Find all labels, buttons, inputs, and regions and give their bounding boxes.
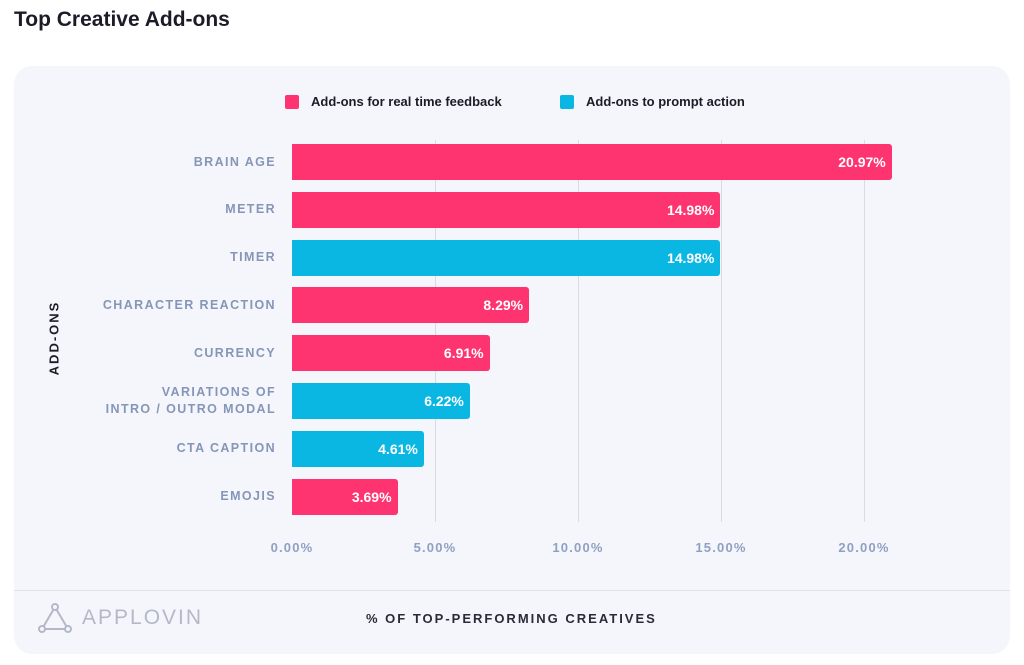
category-label: TIMER xyxy=(230,250,276,265)
bar-value-label: 6.91% xyxy=(443,345,484,362)
bar: 3.69% xyxy=(292,478,398,515)
gridline xyxy=(720,140,722,522)
bar: 20.97% xyxy=(292,144,892,180)
applovin-logo: APPLOVIN xyxy=(38,603,203,633)
footer-divider xyxy=(14,590,1010,591)
category-label: METER xyxy=(225,202,276,217)
category-label: BRAIN AGE xyxy=(193,154,276,169)
category-label: VARIATIONS OF INTRO / OUTRO MODAL xyxy=(105,385,276,416)
x-tick-label: 5.00% xyxy=(413,540,457,555)
bar-value-label: 14.98% xyxy=(666,249,715,266)
legend-label-feedback: Add-ons for real time feedback xyxy=(311,94,502,109)
gridline xyxy=(577,140,579,522)
bar: 6.22% xyxy=(292,383,470,419)
bar: 8.29% xyxy=(292,287,530,324)
category-label: CHARACTER REACTION xyxy=(102,297,276,312)
x-tick-label: 10.00% xyxy=(552,540,604,555)
legend-swatch-feedback xyxy=(285,94,299,109)
category-label: EMOJIS xyxy=(220,489,276,504)
legend-item-action: Add-ons to prompt action xyxy=(560,94,745,109)
category-label: CTA CAPTION xyxy=(176,441,276,456)
x-tick-label: 0.00% xyxy=(270,540,314,555)
bar-value-label: 4.61% xyxy=(378,440,418,457)
category-label: CURRENCY xyxy=(193,345,276,360)
x-tick-label: 15.00% xyxy=(695,540,747,555)
bar-value-label: 8.29% xyxy=(483,297,524,314)
bar: 4.61% xyxy=(292,430,424,467)
legend-item-feedback: Add-ons for real time feedback xyxy=(285,94,502,109)
bar-value-label: 14.98% xyxy=(666,201,715,218)
legend-label-action: Add-ons to prompt action xyxy=(586,94,745,109)
bar-value-label: 20.97% xyxy=(838,154,886,170)
gridline xyxy=(863,140,865,522)
bar: 14.98% xyxy=(292,191,721,228)
bar: 6.91% xyxy=(292,335,490,372)
page-title: Top Creative Add-ons xyxy=(14,8,230,31)
x-tick-label: 20.00% xyxy=(838,540,890,555)
applovin-logo-text: APPLOVIN xyxy=(82,606,204,629)
gridline xyxy=(434,140,436,522)
applovin-logo-icon xyxy=(38,603,72,633)
y-axis-title: ADD-ONS xyxy=(46,300,62,376)
bar-value-label: 6.22% xyxy=(424,393,464,409)
legend-swatch-action xyxy=(560,94,574,109)
x-axis-title: % OF TOP-PERFORMING CREATIVES xyxy=(366,611,657,626)
bar-value-label: 3.69% xyxy=(351,488,392,505)
bar: 14.98% xyxy=(292,239,721,276)
